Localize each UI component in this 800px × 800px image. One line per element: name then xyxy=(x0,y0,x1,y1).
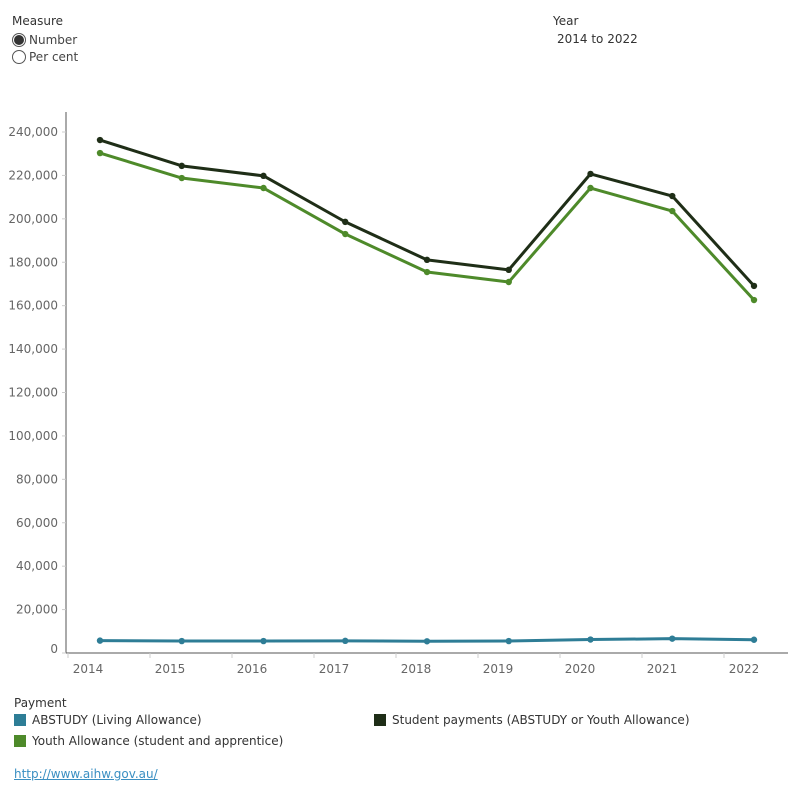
x-tick-label: 2015 xyxy=(155,662,186,676)
measure-label: Measure xyxy=(12,14,63,28)
data-point xyxy=(587,636,594,643)
line-chart: 0 20,000 40,000 60,000 80,000 100,000 120,000 1… xyxy=(8,112,788,676)
legend-swatch xyxy=(14,735,26,747)
data-point xyxy=(178,637,185,645)
y-tick-label: 120,000 xyxy=(8,386,58,400)
radio-number-label: Number xyxy=(29,32,78,47)
legend-label: Student payments (ABSTUDY or Youth Allow… xyxy=(392,713,690,727)
data-point xyxy=(750,296,758,304)
y-tick-label: 60,000 xyxy=(16,516,58,530)
legend-item-youth-allowance[interactable]: Youth Allowance (student and apprentice) xyxy=(14,734,283,748)
legend-item-student-payments[interactable]: Student payments (ABSTUDY or Youth Allow… xyxy=(374,713,690,727)
year-label: Year xyxy=(553,14,579,28)
legend-item-abstudy[interactable]: ABSTUDY (Living Allowance) xyxy=(14,713,202,727)
data-point xyxy=(505,637,512,645)
radio-per-cent-label: Per cent xyxy=(29,49,79,64)
data-point xyxy=(423,638,431,645)
legend-title: Payment xyxy=(14,696,67,710)
data-point xyxy=(260,172,267,180)
y-tick-label: 80,000 xyxy=(16,472,58,486)
data-point xyxy=(669,192,676,200)
year-filter-value[interactable]: 2014 to 2022 xyxy=(557,32,638,46)
y-tick-label: 100,000 xyxy=(8,429,58,443)
x-tick-label: 2022 xyxy=(729,662,760,676)
y-tick-label: 160,000 xyxy=(8,299,58,313)
y-tick-label: 200,000 xyxy=(8,212,58,226)
legend-label: ABSTUDY (Living Allowance) xyxy=(32,713,202,727)
data-point xyxy=(260,184,267,192)
data-point xyxy=(96,637,104,644)
data-point xyxy=(505,266,512,274)
data-point xyxy=(178,174,185,182)
legend-swatch xyxy=(374,714,386,726)
y-tick-label: 40,000 xyxy=(16,559,58,573)
data-point xyxy=(587,170,594,178)
data-point xyxy=(505,278,512,286)
x-tick-label: 2020 xyxy=(565,662,596,676)
x-tick-label: 2016 xyxy=(237,662,268,676)
data-point xyxy=(423,256,431,264)
data-point xyxy=(342,230,349,238)
data-point xyxy=(96,136,104,144)
legend-swatch xyxy=(14,714,26,726)
x-tick-label: 2017 xyxy=(319,662,350,676)
x-tick-label: 2014 xyxy=(73,662,104,676)
radio-number[interactable]: Number xyxy=(12,31,78,48)
data-point xyxy=(342,637,349,645)
data-point xyxy=(260,637,267,645)
y-tick-label: 140,000 xyxy=(8,342,58,356)
y-tick-label: 220,000 xyxy=(8,168,58,182)
data-point xyxy=(423,268,431,276)
data-point xyxy=(96,149,104,157)
data-point xyxy=(669,635,676,642)
data-point xyxy=(750,636,758,643)
x-tick-label: 2018 xyxy=(401,662,432,676)
data-point xyxy=(587,184,594,192)
y-tick-label: 240,000 xyxy=(8,125,58,139)
data-point xyxy=(342,218,349,226)
legend-label: Youth Allowance (student and apprentice) xyxy=(32,734,284,748)
radio-unselected-icon xyxy=(12,49,26,64)
data-point xyxy=(178,162,185,170)
radio-per-cent[interactable]: Per cent xyxy=(12,48,78,65)
series-line-2 xyxy=(99,138,756,287)
data-point xyxy=(750,282,758,290)
radio-selected-icon xyxy=(12,32,26,47)
x-tick-label: 2019 xyxy=(483,662,514,676)
y-tick-label: 0 xyxy=(50,642,58,656)
x-tick-label: 2021 xyxy=(647,662,678,676)
series-line-1 xyxy=(99,151,756,302)
measure-radio-group: Number Per cent xyxy=(12,31,78,65)
aihw-link[interactable]: http://www.aihw.gov.au/ xyxy=(14,767,158,781)
y-tick-label: 180,000 xyxy=(8,255,58,269)
data-point xyxy=(669,207,676,215)
y-tick-label: 20,000 xyxy=(16,603,58,617)
